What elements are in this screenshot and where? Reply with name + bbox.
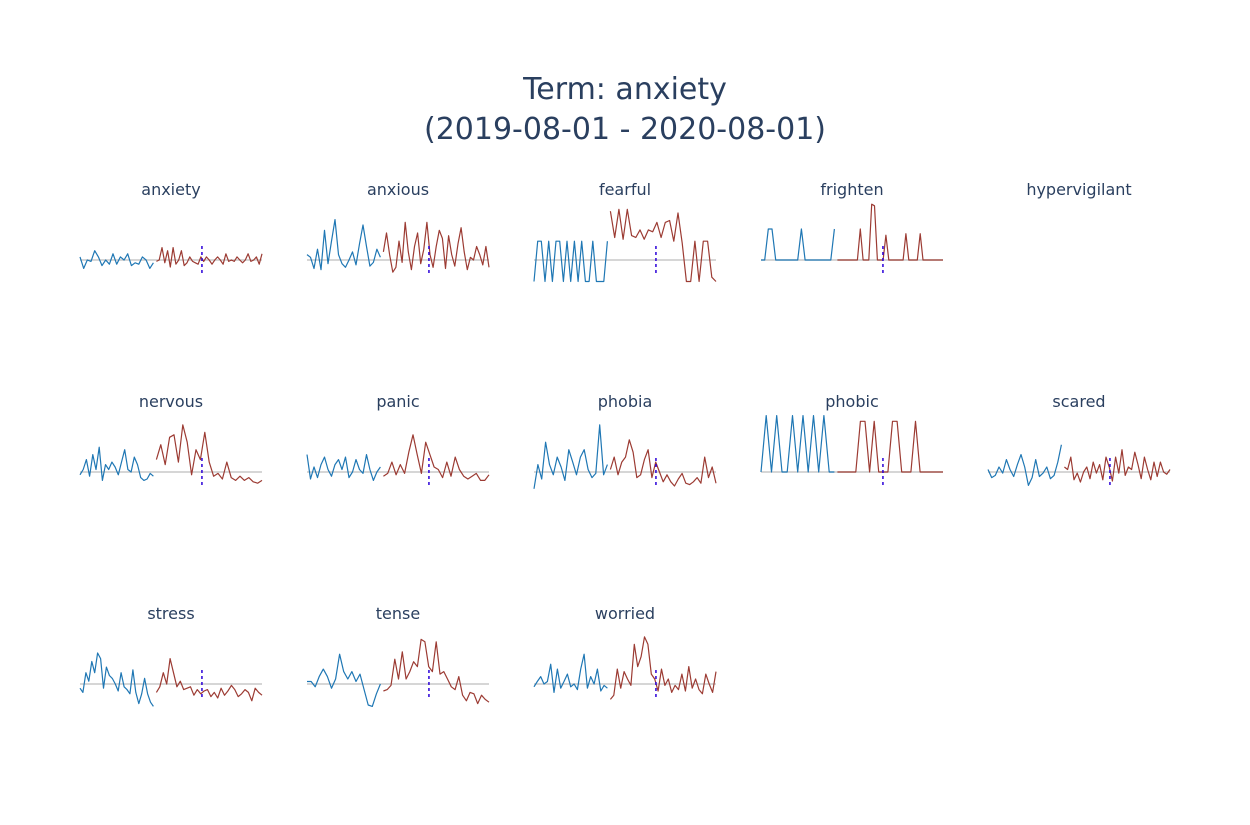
after-line-nervous: [155, 424, 263, 484]
after-line-phobic: [837, 420, 943, 473]
subplot-title-phobic: phobic: [825, 392, 879, 411]
subplot-title-tense: tense: [375, 604, 421, 623]
after-line-scared: [1064, 449, 1171, 483]
chart-title: Term: anxiety (2019-08-01 - 2020-08-01): [0, 70, 1250, 150]
title-line-2: (2019-08-01 - 2020-08-01): [424, 112, 826, 147]
subplot-title-hypervigilant: hypervigilant: [1026, 180, 1132, 199]
subplot-nervous: [79, 424, 263, 488]
before-line-nervous: [79, 446, 154, 481]
subplot-title-worried: worried: [594, 604, 656, 623]
before-line-frighten: [761, 228, 835, 261]
before-line-anxiety: [79, 250, 154, 269]
subplot-title-nervous: nervous: [138, 392, 204, 411]
subplot-phobia: [533, 424, 717, 489]
subplot-anxious: [306, 219, 490, 276]
subplot-title-stress: stress: [147, 604, 195, 623]
before-line-phobia: [533, 424, 608, 489]
subplot-tense: [307, 638, 490, 708]
subplot-title-scared: scared: [1052, 392, 1106, 411]
subplot-scared: [987, 444, 1171, 488]
subplot-title-frighten: frighten: [820, 180, 884, 199]
subplot-frighten: [761, 203, 943, 276]
subplot-title-phobia: phobia: [597, 392, 653, 411]
subplot-fearful: [533, 208, 717, 283]
after-line-phobia: [609, 439, 717, 487]
subplot-anxiety: [79, 246, 263, 276]
after-line-panic: [383, 434, 490, 481]
subplot-title-fearful: fearful: [598, 180, 652, 199]
before-line-fearful: [533, 240, 608, 283]
subplot-worried: [533, 636, 717, 700]
after-line-frighten: [837, 203, 943, 261]
subplot-title-anxiety: anxiety: [141, 180, 201, 199]
subplot-title-panic: panic: [376, 392, 420, 411]
before-line-stress: [79, 652, 154, 707]
after-line-stress: [155, 657, 263, 702]
subplot-title-anxious: anxious: [366, 180, 430, 199]
before-line-scared: [987, 444, 1062, 486]
after-line-anxiety: [156, 247, 263, 268]
before-line-panic: [306, 454, 381, 481]
after-line-tense: [383, 638, 490, 705]
after-line-worried: [609, 636, 717, 700]
before-line-worried: [533, 653, 608, 694]
title-line-1: Term: anxiety: [523, 72, 727, 107]
before-line-tense: [307, 653, 381, 708]
after-line-fearful: [609, 208, 717, 283]
subplot-panic: [306, 434, 490, 488]
before-line-anxious: [306, 219, 381, 271]
after-line-anxious: [382, 221, 490, 273]
before-line-phobic: [760, 415, 835, 473]
subplot-stress: [79, 652, 263, 707]
subplot-phobic: [760, 415, 943, 488]
